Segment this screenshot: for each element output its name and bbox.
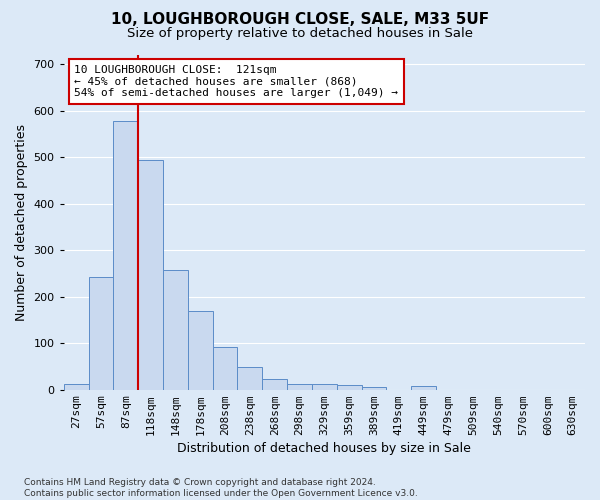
Bar xyxy=(89,276,113,390)
Bar xyxy=(262,378,287,390)
Bar xyxy=(188,310,212,390)
X-axis label: Distribution of detached houses by size in Sale: Distribution of detached houses by size … xyxy=(178,442,471,455)
Text: Contains HM Land Registry data © Crown copyright and database right 2024.
Contai: Contains HM Land Registry data © Crown c… xyxy=(24,478,418,498)
Bar xyxy=(113,121,138,390)
Text: 10 LOUGHBOROUGH CLOSE:  121sqm
← 45% of detached houses are smaller (868)
54% of: 10 LOUGHBOROUGH CLOSE: 121sqm ← 45% of d… xyxy=(74,65,398,98)
Text: Size of property relative to detached houses in Sale: Size of property relative to detached ho… xyxy=(127,28,473,40)
Bar xyxy=(287,384,312,390)
Bar xyxy=(138,160,163,390)
Bar xyxy=(64,384,89,390)
Bar xyxy=(411,386,436,390)
Y-axis label: Number of detached properties: Number of detached properties xyxy=(15,124,28,321)
Bar xyxy=(337,385,362,390)
Bar xyxy=(163,270,188,390)
Bar xyxy=(362,387,386,390)
Bar xyxy=(312,384,337,390)
Bar xyxy=(238,368,262,390)
Bar xyxy=(212,347,238,390)
Text: 10, LOUGHBOROUGH CLOSE, SALE, M33 5UF: 10, LOUGHBOROUGH CLOSE, SALE, M33 5UF xyxy=(111,12,489,28)
